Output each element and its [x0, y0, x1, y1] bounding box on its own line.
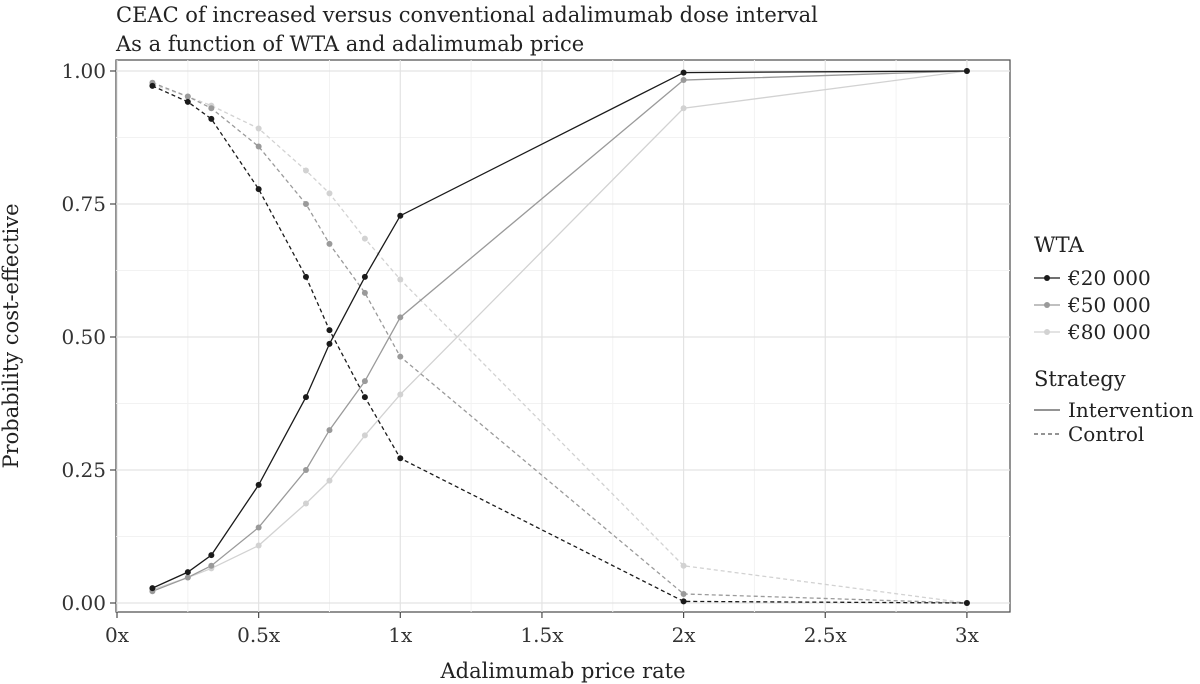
x-axis-title: Adalimumab price rate — [439, 659, 685, 683]
data-point-control-50-000 — [397, 353, 404, 360]
series-layer — [152, 70, 967, 604]
y-axis-title: Probability cost-effective — [0, 203, 23, 468]
data-point-intervention-20-000 — [255, 481, 262, 488]
legend-title-strategy: Strategy — [1034, 367, 1126, 391]
legend-label-wta: €80 000 — [1067, 320, 1151, 344]
data-point-intervention-20-000 — [397, 212, 404, 219]
series-line-control-80-000 — [152, 83, 967, 604]
y-tick-label: 0.00 — [61, 591, 106, 615]
legend-label-wta: €50 000 — [1067, 293, 1151, 317]
x-tick-label: 0x — [105, 623, 130, 647]
data-point-control-50-000 — [208, 105, 215, 112]
y-tick-label: 0.75 — [61, 192, 106, 216]
data-point-intervention-80-000 — [680, 105, 687, 112]
y-tick-label: 0.50 — [61, 325, 106, 349]
chart-subtitle: As a function of WTA and adalimumab pric… — [116, 32, 585, 56]
legend-key-point — [1044, 302, 1050, 308]
data-point-intervention-20-000 — [361, 273, 368, 280]
y-tick-label: 1.00 — [61, 59, 106, 83]
data-point-control-20-000 — [208, 115, 215, 122]
data-point-intervention-80-000 — [302, 500, 309, 507]
data-point-control-80-000 — [397, 276, 404, 283]
data-point-intervention-80-000 — [397, 391, 404, 398]
plot-panel — [115, 59, 1011, 613]
data-point-control-50-000 — [680, 590, 687, 597]
grid-major — [116, 60, 1010, 612]
data-point-intervention-20-000 — [326, 340, 333, 347]
data-point-control-50-000 — [326, 240, 333, 247]
data-point-control-20-000 — [255, 186, 262, 193]
series-line-intervention-80-000 — [152, 70, 967, 591]
x-tick-label: 1x — [388, 623, 413, 647]
x-tick-label: 2x — [672, 623, 697, 647]
data-point-control-50-000 — [184, 93, 191, 100]
data-point-intervention-80-000 — [326, 477, 333, 484]
data-point-control-20-000 — [149, 82, 156, 89]
data-point-control-80-000 — [680, 562, 687, 569]
data-point-control-20-000 — [302, 273, 309, 280]
x-tick-label: 1.5x — [520, 623, 564, 647]
grid-minor — [116, 60, 1010, 612]
data-point-control-20-000 — [184, 98, 191, 105]
legend-key-point — [1044, 329, 1050, 335]
y-tick-label: 0.25 — [61, 458, 106, 482]
series-line-control-20-000 — [152, 85, 967, 604]
data-point-intervention-20-000 — [208, 552, 215, 559]
data-point-control-20-000 — [397, 455, 404, 462]
data-point-control-20-000 — [326, 327, 333, 334]
data-point-intervention-50-000 — [680, 77, 687, 84]
data-point-intervention-50-000 — [326, 427, 333, 434]
data-point-intervention-20-000 — [149, 585, 156, 592]
data-point-control-80-000 — [255, 125, 262, 132]
data-point-control-20-000 — [361, 394, 368, 401]
legend-title-wta: WTA — [1034, 233, 1084, 257]
data-point-intervention-50-000 — [184, 574, 191, 581]
series-line-control-50-000 — [152, 82, 967, 604]
data-point-intervention-50-000 — [397, 314, 404, 321]
data-point-intervention-20-000 — [680, 69, 687, 76]
legend-label-strategy: Intervention — [1068, 398, 1194, 422]
legend-key-point — [1044, 275, 1050, 281]
chart-title: CEAC of increased versus conventional ad… — [116, 3, 818, 27]
data-point-intervention-80-000 — [255, 542, 262, 549]
legend-label-strategy: Control — [1068, 422, 1144, 446]
data-point-intervention-20-000 — [184, 569, 191, 576]
legend: WTA €20 000 €50 000 €80 000 Strategy Inter… — [1034, 233, 1194, 446]
legend-label-wta: €20 000 — [1067, 266, 1151, 290]
data-point-intervention-50-000 — [208, 562, 215, 569]
data-point-control-20-000 — [963, 600, 970, 606]
axes-layer: 0x 0.5x 1x 1.5x 2x 2.5x 3x 0.00 0.25 0.50 0.75 1.00 — [61, 59, 979, 647]
data-point-control-20-000 — [680, 598, 687, 605]
data-point-control-50-000 — [302, 201, 309, 207]
series-line-intervention-20-000 — [152, 70, 967, 589]
data-point-control-50-000 — [255, 143, 262, 150]
data-point-intervention-50-000 — [361, 378, 368, 385]
data-point-control-80-000 — [361, 235, 368, 242]
data-point-intervention-50-000 — [302, 467, 309, 473]
data-point-control-80-000 — [326, 190, 333, 197]
data-point-control-80-000 — [302, 167, 309, 174]
x-tick-label: 2.5x — [804, 623, 848, 647]
data-point-intervention-80-000 — [361, 432, 368, 439]
x-tick-label: 3x — [955, 623, 980, 647]
series-line-intervention-50-000 — [152, 70, 967, 592]
data-point-intervention-50-000 — [255, 524, 262, 531]
data-point-intervention-20-000 — [302, 394, 309, 401]
data-point-intervention-20-000 — [963, 68, 970, 74]
data-point-control-50-000 — [361, 289, 368, 296]
points-layer — [149, 68, 970, 606]
x-tick-label: 0.5x — [237, 623, 281, 647]
